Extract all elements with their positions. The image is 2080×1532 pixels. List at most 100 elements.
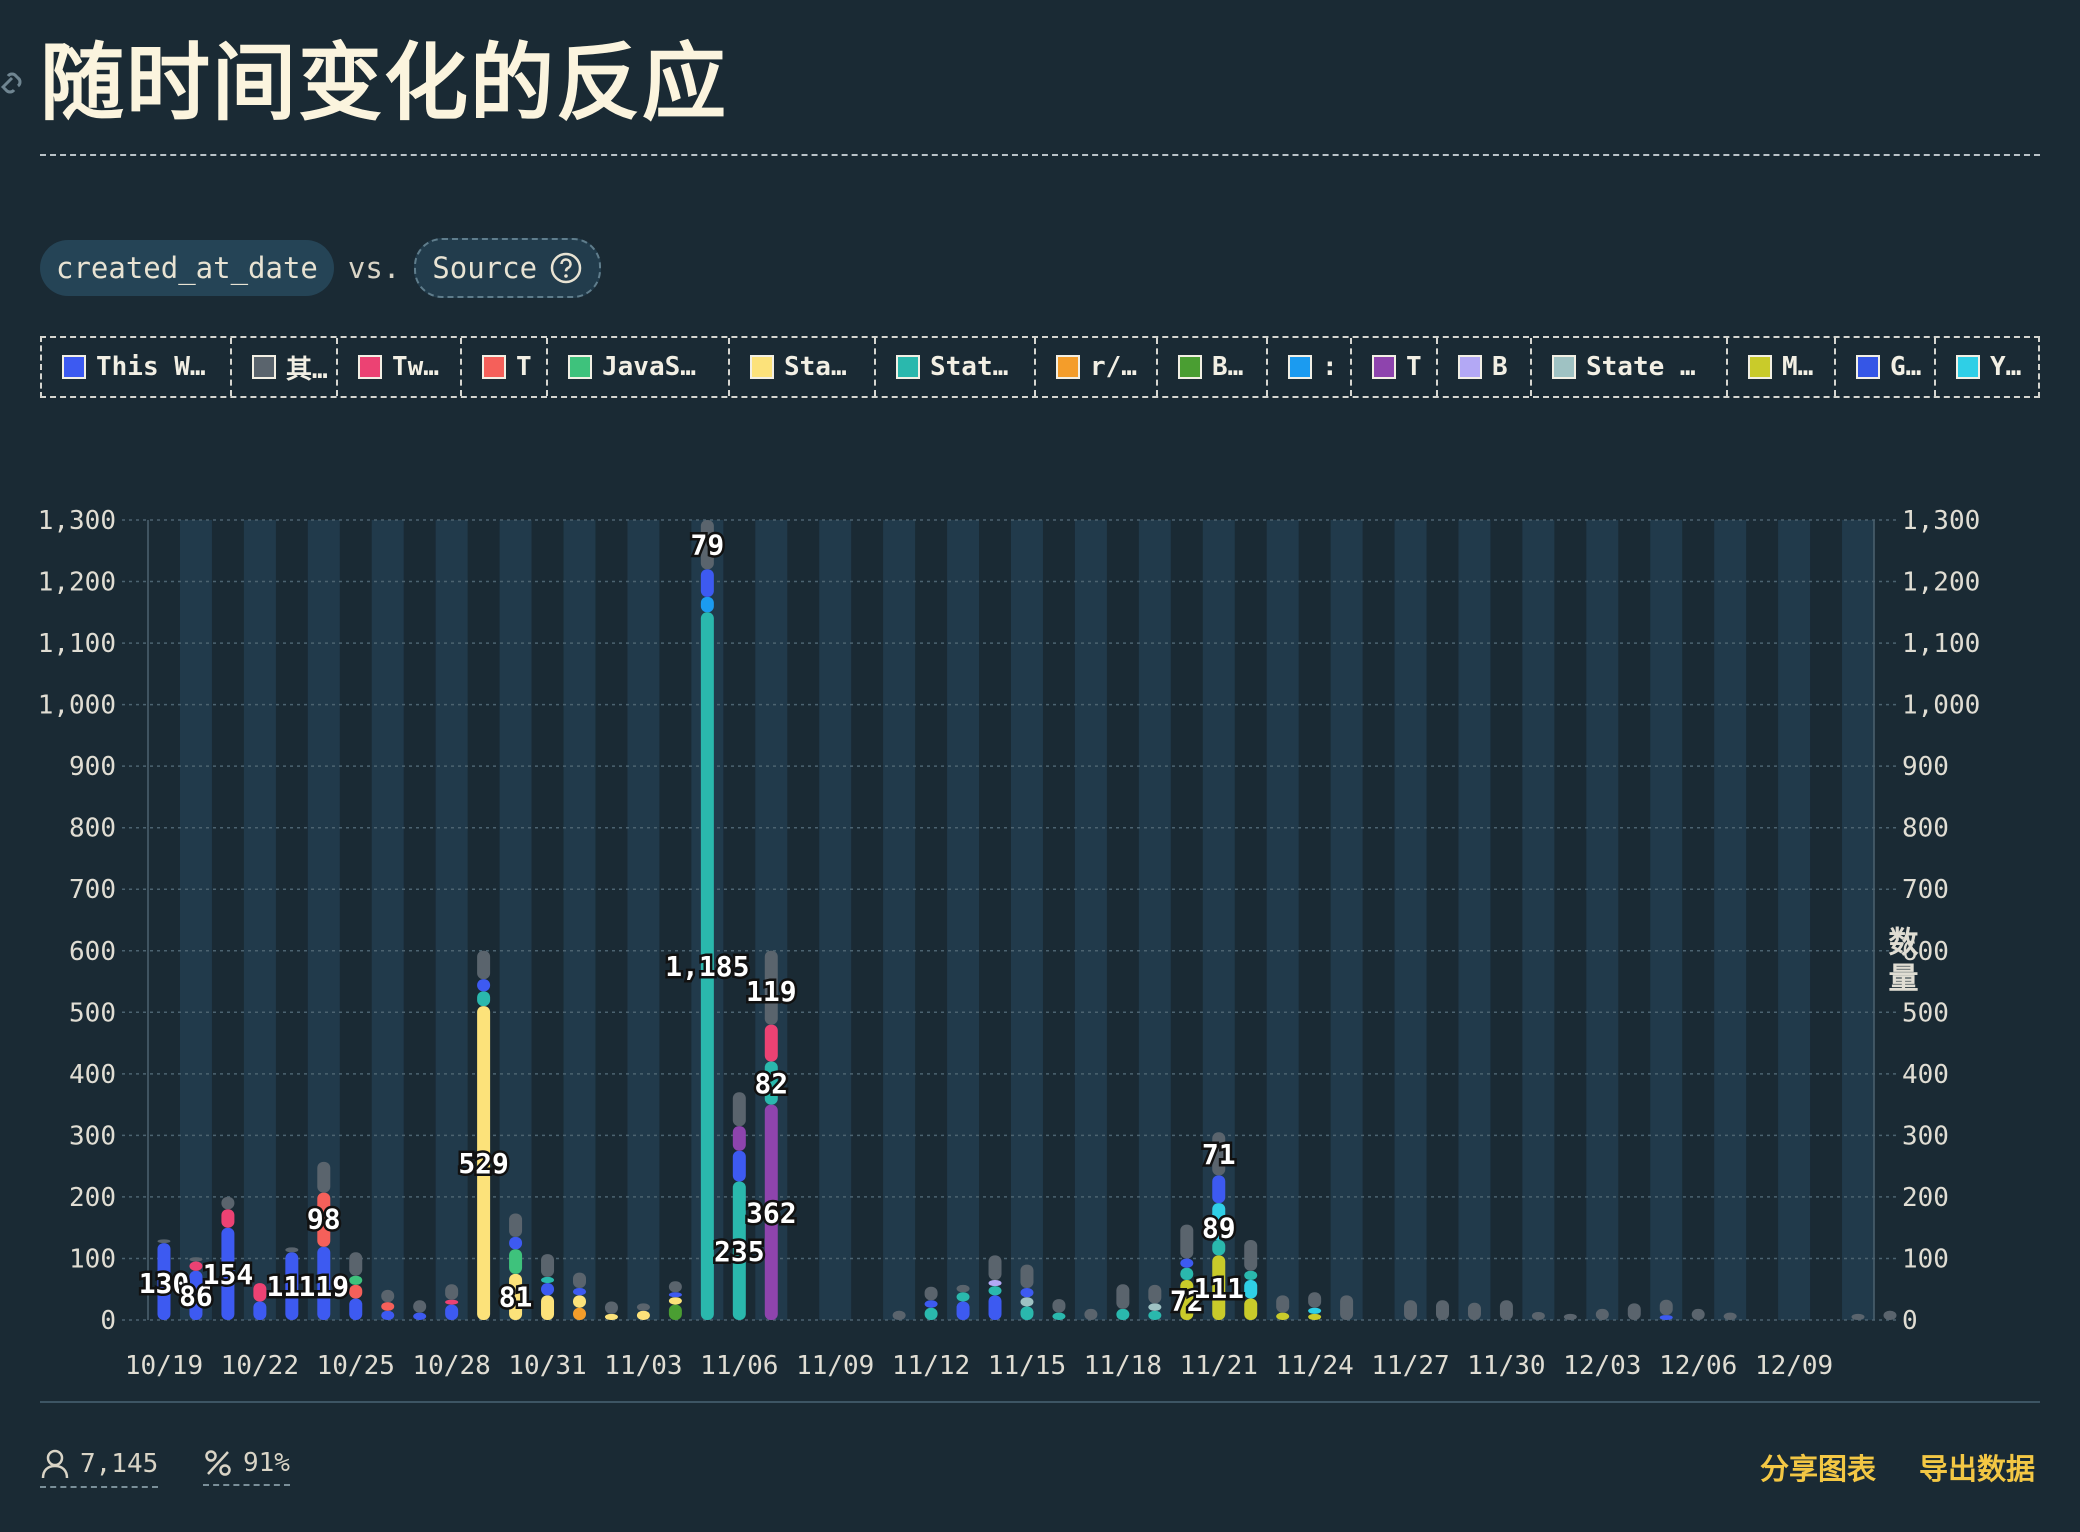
bar-segment xyxy=(1212,1240,1226,1256)
share-chart-button[interactable]: 分享图表 xyxy=(1760,1452,1877,1486)
data-label: 98 xyxy=(307,1202,341,1235)
bar-segment xyxy=(1020,1297,1034,1307)
legend-item[interactable]: Tw… xyxy=(338,338,462,396)
bar-segment xyxy=(732,1150,746,1182)
bar-segment xyxy=(636,1303,650,1311)
legend-item[interactable]: This W… xyxy=(42,338,232,396)
legend-label: r/… xyxy=(1090,352,1137,382)
bar-segment xyxy=(1244,1298,1258,1320)
bar-segment xyxy=(764,1104,778,1320)
percent-stat[interactable]: 91% xyxy=(203,1448,290,1486)
legend-item[interactable]: M… xyxy=(1728,338,1836,396)
data-label: 81 xyxy=(499,1281,533,1314)
y-tick-label-right: 1,200 xyxy=(1902,568,1980,598)
user-count-value: 7,145 xyxy=(80,1449,159,1479)
column-band xyxy=(1074,520,1107,1320)
data-label: 72 xyxy=(1170,1284,1204,1317)
data-label: 82 xyxy=(754,1067,788,1100)
x-tick-label: 10/22 xyxy=(221,1351,299,1381)
y-tick-label-left: 1,200 xyxy=(38,568,116,598)
data-label: 362 xyxy=(746,1196,797,1229)
legend-item[interactable]: 其… xyxy=(232,338,338,396)
x-tick-label: 12/06 xyxy=(1659,1351,1737,1381)
bar-segment xyxy=(1212,1132,1226,1176)
field-selector: created_at_date vs. Source xyxy=(40,238,602,298)
bar-segment xyxy=(573,1288,586,1296)
export-data-button[interactable]: 导出数据 xyxy=(1919,1452,2036,1486)
x-tick-label: 12/03 xyxy=(1563,1351,1641,1381)
y-tick-label-left: 200 xyxy=(69,1183,116,1213)
bar-segment xyxy=(1595,1308,1609,1320)
user-count-stat[interactable]: 7,145 xyxy=(40,1448,159,1488)
column-band xyxy=(1522,520,1555,1320)
legend-item[interactable]: B xyxy=(1438,338,1532,396)
x-field-pill[interactable]: created_at_date xyxy=(40,240,334,296)
bar-segment xyxy=(700,520,714,570)
legend-item[interactable]: T xyxy=(1352,338,1438,396)
bar-segment xyxy=(668,1304,682,1320)
data-label: 111 xyxy=(267,1270,318,1303)
legend-item[interactable]: B… xyxy=(1158,338,1268,396)
bar-segment xyxy=(1148,1303,1162,1311)
y-tick-label-right: 100 xyxy=(1902,1244,1949,1274)
legend-item[interactable]: : xyxy=(1268,338,1352,396)
bar-segment xyxy=(541,1254,555,1277)
bar-segment xyxy=(573,1307,586,1320)
legend-label: State … xyxy=(1586,352,1696,382)
y-tick-label-right: 200 xyxy=(1902,1183,1949,1213)
legend-item[interactable]: r/… xyxy=(1036,338,1158,396)
legend-item[interactable]: JavaS… xyxy=(548,338,730,396)
legend-swatch xyxy=(62,355,86,379)
x-tick-label: 11/03 xyxy=(604,1351,682,1381)
legend-swatch xyxy=(252,355,276,379)
bar-segment xyxy=(732,1181,746,1320)
bar-segment xyxy=(924,1286,938,1301)
bar-segment xyxy=(1467,1302,1481,1320)
y-tick-label-right: 700 xyxy=(1902,875,1949,905)
y-tick-label-right: 1,300 xyxy=(1902,506,1980,536)
bar-segment xyxy=(1499,1300,1513,1320)
bar-segment xyxy=(445,1299,459,1305)
legend-swatch xyxy=(1856,355,1880,379)
bar-segment xyxy=(573,1295,586,1308)
legend-swatch xyxy=(1288,355,1312,379)
group-field-pill[interactable]: Source xyxy=(414,238,602,298)
help-icon[interactable] xyxy=(549,251,583,285)
bar-segment xyxy=(349,1298,363,1320)
legend-item[interactable]: Sta… xyxy=(730,338,876,396)
bar-segment xyxy=(157,1243,171,1320)
column-band xyxy=(1714,520,1747,1320)
bar-segment xyxy=(988,1280,1002,1287)
bar-segment xyxy=(477,1006,491,1320)
bar-segment xyxy=(1340,1295,1354,1320)
column-band xyxy=(1394,520,1427,1320)
bar-segment xyxy=(349,1284,363,1299)
bar-segment xyxy=(1052,1299,1066,1313)
y-tick-label-right: 0 xyxy=(1902,1306,1918,1336)
legend-label: T xyxy=(1406,352,1422,382)
x-tick-label: 10/25 xyxy=(317,1351,395,1381)
column-band xyxy=(1458,520,1491,1320)
legend-item[interactable]: Y… xyxy=(1936,338,2038,396)
bar-segment xyxy=(541,1295,555,1320)
bar-segment xyxy=(1180,1258,1194,1268)
y-tick-label-left: 300 xyxy=(69,1121,116,1151)
bar-segment xyxy=(1308,1313,1322,1320)
bar-segment xyxy=(1020,1306,1034,1320)
legend-item[interactable]: Stat… xyxy=(876,338,1036,396)
bar-segment xyxy=(988,1295,1002,1320)
y-tick-label-left: 500 xyxy=(69,998,116,1028)
group-field-label: Source xyxy=(432,251,538,285)
bar-segment xyxy=(1180,1224,1194,1259)
link-icon[interactable] xyxy=(0,70,22,96)
percent-value: 91% xyxy=(243,1448,290,1478)
legend-swatch xyxy=(1056,355,1080,379)
legend-item[interactable]: G… xyxy=(1836,338,1936,396)
bar-segment xyxy=(349,1275,363,1285)
data-label: 119 xyxy=(299,1270,350,1303)
column-band xyxy=(1650,520,1683,1320)
bar-segment xyxy=(477,991,491,1007)
legend-item[interactable]: State … xyxy=(1532,338,1728,396)
legend-item[interactable]: T xyxy=(462,338,548,396)
bar-segment xyxy=(1212,1175,1226,1204)
